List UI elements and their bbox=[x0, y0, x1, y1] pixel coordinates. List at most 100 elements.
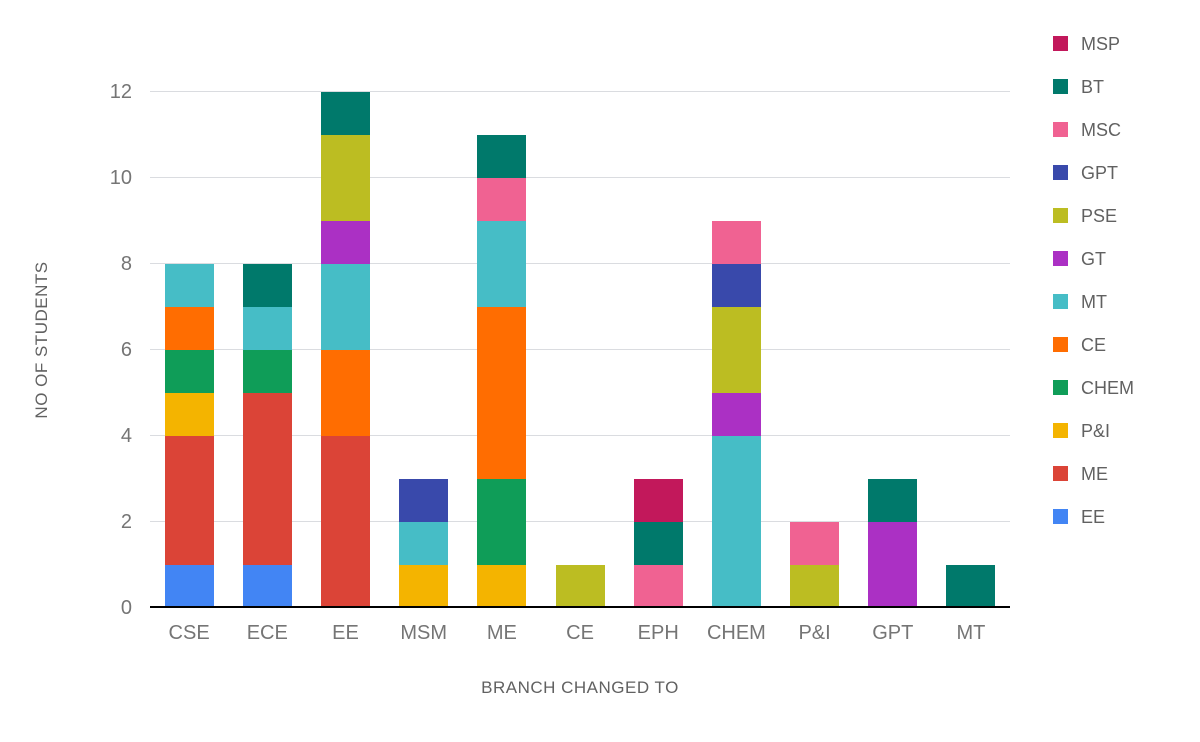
bar-segment-MSM-P&I[interactable] bbox=[399, 565, 449, 608]
legend-swatch bbox=[1053, 466, 1068, 481]
legend-swatch bbox=[1053, 122, 1068, 137]
legend-item-PSE: PSE bbox=[1053, 207, 1134, 225]
gridline bbox=[150, 435, 1010, 436]
bar-segment-ME-P&I[interactable] bbox=[477, 565, 527, 608]
bar-segment-ME-MT[interactable] bbox=[477, 221, 527, 307]
bar-segment-CHEM-PSE[interactable] bbox=[711, 307, 761, 393]
legend-label: CE bbox=[1081, 334, 1107, 355]
bar-segment-EE-MT[interactable] bbox=[320, 264, 370, 350]
legend-item-P&I: P&I bbox=[1053, 420, 1134, 441]
bar-segment-ECE-EE[interactable] bbox=[242, 565, 292, 608]
legend-swatch bbox=[1053, 380, 1068, 395]
bar-segment-CHEM-MSC[interactable] bbox=[711, 221, 761, 264]
legend-label: BT bbox=[1081, 76, 1105, 97]
bar-segment-ECE-BT[interactable] bbox=[242, 264, 292, 307]
y-axis-title: NO OF STUDENTS bbox=[32, 261, 51, 419]
bar-segment-EPH-BT[interactable] bbox=[633, 522, 683, 565]
bar-MT bbox=[946, 565, 996, 608]
bar-segment-ECE-ME[interactable] bbox=[242, 393, 292, 565]
y-tick-label: 8 bbox=[120, 253, 132, 275]
legend-label: CHEM bbox=[1081, 377, 1134, 398]
bar-segment-EPH-MSC[interactable] bbox=[633, 565, 683, 608]
bar-segment-P&I-MSC[interactable] bbox=[790, 522, 840, 565]
bar-CHEM bbox=[711, 221, 761, 608]
legend-item-MSP: MSP bbox=[1053, 35, 1134, 53]
bar-segment-CSE-EE[interactable] bbox=[164, 565, 214, 608]
bar-segment-CHEM-GT[interactable] bbox=[711, 393, 761, 436]
y-tick-label: 0 bbox=[120, 597, 132, 619]
bar-segment-EE-GT[interactable] bbox=[320, 221, 370, 264]
y-tick-label: 4 bbox=[120, 425, 132, 447]
bar-segment-CSE-P&I[interactable] bbox=[164, 393, 214, 436]
category-label: CSE bbox=[168, 622, 210, 644]
bar-segment-EE-ME[interactable] bbox=[320, 436, 370, 608]
bar-segment-EE-BT[interactable] bbox=[320, 92, 370, 135]
bar-slot bbox=[697, 50, 775, 608]
bar-segment-GPT-GT[interactable] bbox=[868, 522, 918, 608]
legend-swatch bbox=[1053, 208, 1068, 223]
bar-segment-ECE-CHEM[interactable] bbox=[242, 350, 292, 393]
bar-segment-MT-BT[interactable] bbox=[946, 565, 996, 608]
bar-CSE bbox=[164, 264, 214, 608]
legend-label: P&I bbox=[1081, 420, 1111, 441]
bar-slot bbox=[385, 50, 463, 608]
bar-segment-CSE-MT[interactable] bbox=[164, 264, 214, 307]
legend-swatch bbox=[1053, 36, 1068, 51]
bar-ME bbox=[477, 135, 527, 608]
bar-segment-EE-CE[interactable] bbox=[320, 350, 370, 436]
bar-slot bbox=[776, 50, 854, 608]
bar-segment-ME-BT[interactable] bbox=[477, 135, 527, 178]
legend-swatch bbox=[1053, 337, 1068, 352]
bar-segment-ME-CHEM[interactable] bbox=[477, 479, 527, 565]
bars bbox=[150, 50, 1010, 608]
legend-swatch bbox=[1053, 294, 1068, 309]
bar-segment-MSM-MT[interactable] bbox=[399, 522, 449, 565]
category-label: GPT bbox=[872, 622, 914, 644]
legend-item-MSC: MSC bbox=[1053, 121, 1134, 139]
bar-segment-GPT-BT[interactable] bbox=[868, 479, 918, 522]
bar-segment-CHEM-MT[interactable] bbox=[711, 436, 761, 608]
legend: MSP BT MSC GPT PSE GT MT CE CHEM P&I ME EE bbox=[1053, 35, 1134, 552]
bar-P&I bbox=[790, 522, 840, 608]
legend-swatch bbox=[1053, 251, 1068, 266]
bar-slot bbox=[228, 50, 306, 608]
bar-segment-EE-PSE[interactable] bbox=[320, 135, 370, 221]
bar-segment-ME-CE[interactable] bbox=[477, 307, 527, 479]
bar-slot bbox=[619, 50, 697, 608]
bar-slot bbox=[854, 50, 932, 608]
bar-segment-CE-PSE[interactable] bbox=[555, 565, 605, 608]
legend-swatch bbox=[1053, 509, 1068, 524]
bar-slot bbox=[541, 50, 619, 608]
bar-segment-CSE-ME[interactable] bbox=[164, 436, 214, 565]
legend-item-GPT: GPT bbox=[1053, 164, 1134, 182]
category-label: P&I bbox=[798, 622, 831, 644]
bar-segment-ECE-MT[interactable] bbox=[242, 307, 292, 350]
gridline bbox=[150, 349, 1010, 350]
bar-segment-CSE-CE[interactable] bbox=[164, 307, 214, 350]
bar-slot bbox=[150, 50, 228, 608]
legend-label: GT bbox=[1081, 248, 1106, 269]
legend-item-GT: GT bbox=[1053, 248, 1134, 269]
bar-EPH bbox=[633, 479, 683, 608]
legend-label: ME bbox=[1081, 463, 1108, 484]
legend-item-BT: BT bbox=[1053, 76, 1134, 97]
bar-slot bbox=[306, 50, 384, 608]
bar-EE bbox=[320, 92, 370, 608]
bar-ECE bbox=[242, 264, 292, 608]
bar-segment-CSE-CHEM[interactable] bbox=[164, 350, 214, 393]
bar-segment-CHEM-GPT[interactable] bbox=[711, 264, 761, 307]
legend-swatch bbox=[1053, 165, 1068, 180]
x-axis-baseline bbox=[150, 606, 1010, 608]
bar-segment-EPH-MSP[interactable] bbox=[633, 479, 683, 522]
gridline bbox=[150, 521, 1010, 522]
y-tick-label: 12 bbox=[109, 81, 132, 103]
gridline bbox=[150, 91, 1010, 92]
legend-swatch bbox=[1053, 79, 1068, 94]
category-label: MT bbox=[956, 622, 986, 644]
bar-segment-ME-MSC[interactable] bbox=[477, 178, 527, 221]
legend-item-ME: ME bbox=[1053, 463, 1134, 484]
legend-item-EE: EE bbox=[1053, 508, 1134, 526]
bar-segment-P&I-PSE[interactable] bbox=[790, 565, 840, 608]
bar-segment-MSM-GPT[interactable] bbox=[399, 479, 449, 522]
